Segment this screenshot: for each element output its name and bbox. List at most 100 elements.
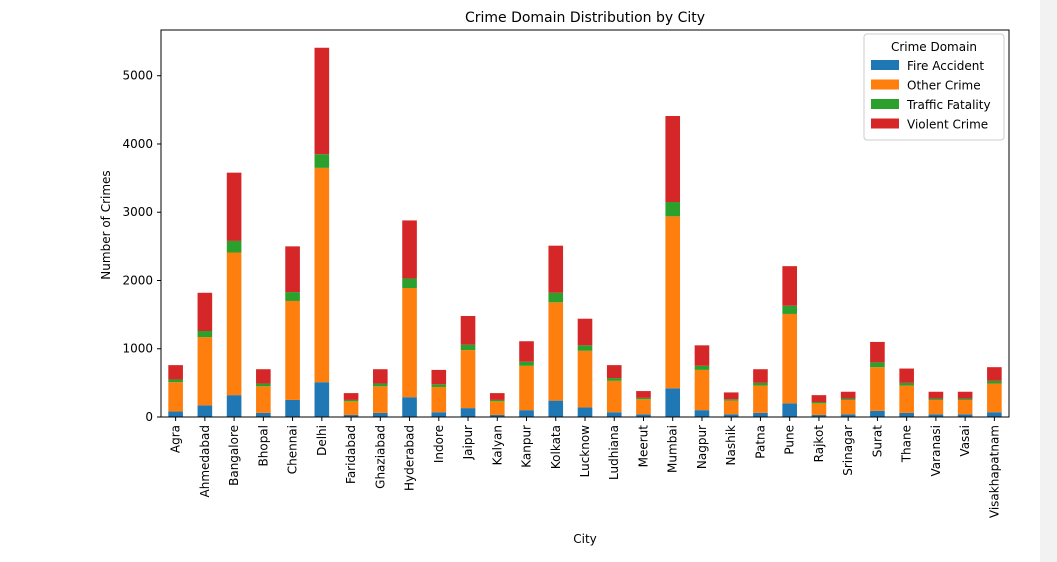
bar-other-crime-chennai [285,300,300,400]
bar-violent-crime-hyderabad [402,220,417,279]
x-tick-label: Nagpur [695,425,709,469]
bar-other-crime-bhopal [256,386,271,413]
bar-traffic-fatality-kanpur [519,361,534,366]
x-tick-label: Nashik [724,425,738,466]
bar-other-crime-hyderabad [402,288,417,398]
bar-violent-crime-ghaziabad [373,369,388,384]
bar-violent-crime-kolkata [548,245,564,293]
x-tick-label: Delhi [315,425,329,456]
y-tick-label: 4000 [122,137,153,151]
bar-other-crime-surat [870,367,885,411]
y-tick-label: 1000 [122,342,153,356]
legend-label: Fire Accident [907,59,984,73]
bar-traffic-fatality-ahmedabad [197,331,213,338]
bar-violent-crime-chennai [285,246,300,293]
bar-fire-accident-agra [168,411,183,417]
bar-other-crime-nashik [723,400,739,415]
bar-other-crime-agra [168,382,183,412]
bar-other-crime-delhi [314,167,330,383]
x-axis: Agra Ahmedabad Bangalore Bhopal Chennai Delhi… [169,417,1001,518]
legend-label: Other Crime [907,79,981,93]
bar-violent-crime-agra [168,365,183,380]
bar-other-crime-ludhiana [606,380,622,413]
bar-violent-crime-delhi [314,47,330,155]
x-tick-label: Surat [870,425,884,458]
bar-traffic-fatality-surat [870,362,885,368]
y-tick-label: 3000 [122,205,153,219]
bar-fire-accident-ludhiana [606,412,622,417]
bar-other-crime-thane [899,385,914,413]
bar-traffic-fatality-delhi [314,154,330,168]
bar-other-crime-mumbai [665,216,681,389]
bar-traffic-fatality-hyderabad [402,278,417,288]
bar-violent-crime-vasai [957,391,973,399]
bar-other-crime-indore [431,386,447,413]
bar-violent-crime-rajkot [811,395,827,402]
y-tick-label: 5000 [122,69,153,83]
bar-other-crime-pune [782,313,797,404]
bar-fire-accident-bangalore [226,395,242,417]
bars-layer [168,47,1002,417]
bar-traffic-fatality-indore [431,384,447,387]
bar-fire-accident-kalyan [489,414,505,417]
bar-fire-accident-surat [870,410,885,417]
bar-traffic-fatality-srinagar [840,398,856,400]
x-tick-label: Thane [900,425,914,463]
bar-fire-accident-bhopal [256,412,271,417]
bar-traffic-fatality-nashik [723,399,739,401]
bar-fire-accident-delhi [314,382,330,417]
bar-traffic-fatality-mumbai [665,202,681,217]
x-tick-label: Chennai [286,425,300,474]
legend-swatch-traffic-fatality [871,99,899,109]
bar-other-crime-lucknow [577,350,593,408]
bar-fire-accident-jaipur [460,408,476,417]
x-tick-label: Meerut [636,425,650,468]
x-tick-label: Vasai [958,425,972,457]
bar-fire-accident-nagpur [694,410,710,417]
legend-label: Traffic Fatality [906,98,991,112]
x-tick-label: Indore [432,425,446,463]
bar-fire-accident-srinagar [840,414,856,417]
bar-other-crime-srinagar [840,399,856,415]
bar-fire-accident-ghaziabad [373,412,388,417]
bar-violent-crime-nagpur [694,345,710,366]
bar-violent-crime-srinagar [840,391,856,399]
y-tick-label: 0 [145,410,153,424]
bar-traffic-fatality-rajkot [811,401,827,404]
bar-other-crime-patna [753,385,768,413]
bar-violent-crime-patna [753,369,768,383]
bar-violent-crime-meerut [636,391,651,398]
bar-violent-crime-bhopal [256,369,271,384]
bar-traffic-fatality-ghaziabad [373,383,388,387]
bar-fire-accident-ahmedabad [197,405,213,417]
legend-title: Crime Domain [891,40,977,54]
x-tick-label: Jaipur [461,425,475,460]
bar-violent-crime-ahmedabad [197,292,213,331]
bar-traffic-fatality-patna [753,382,768,386]
x-tick-label: Ahmedabad [198,425,212,497]
bar-violent-crime-ludhiana [606,365,622,379]
bar-fire-accident-nashik [723,414,739,417]
bar-other-crime-jaipur [460,350,476,409]
x-tick-label: Kanpur [520,425,534,468]
window-edge-strip [1040,0,1057,562]
x-tick-label: Ludhiana [607,425,621,480]
y-axis: 0 1000 2000 3000 4000 5000 [122,69,161,424]
bar-violent-crime-bangalore [226,172,242,241]
bar-violent-crime-kanpur [519,341,534,362]
y-axis-label: Number of Crimes [99,170,113,279]
x-tick-label: Ghaziabad [373,425,387,489]
bar-fire-accident-meerut [636,414,651,417]
bar-other-crime-bangalore [226,252,242,396]
bar-traffic-fatality-varanasi [928,398,944,400]
x-tick-label: Varanasi [929,425,943,476]
bar-traffic-fatality-ludhiana [606,378,622,381]
x-tick-label: Hyderabad [403,425,417,491]
bar-traffic-fatality-jaipur [460,344,476,351]
bar-traffic-fatality-visakhapatnam [987,380,1002,384]
bar-violent-crime-indore [431,369,447,385]
bar-other-crime-kolkata [548,302,564,401]
x-tick-label: Agra [169,425,183,453]
bar-fire-accident-thane [899,412,914,417]
bar-violent-crime-lucknow [577,318,593,346]
